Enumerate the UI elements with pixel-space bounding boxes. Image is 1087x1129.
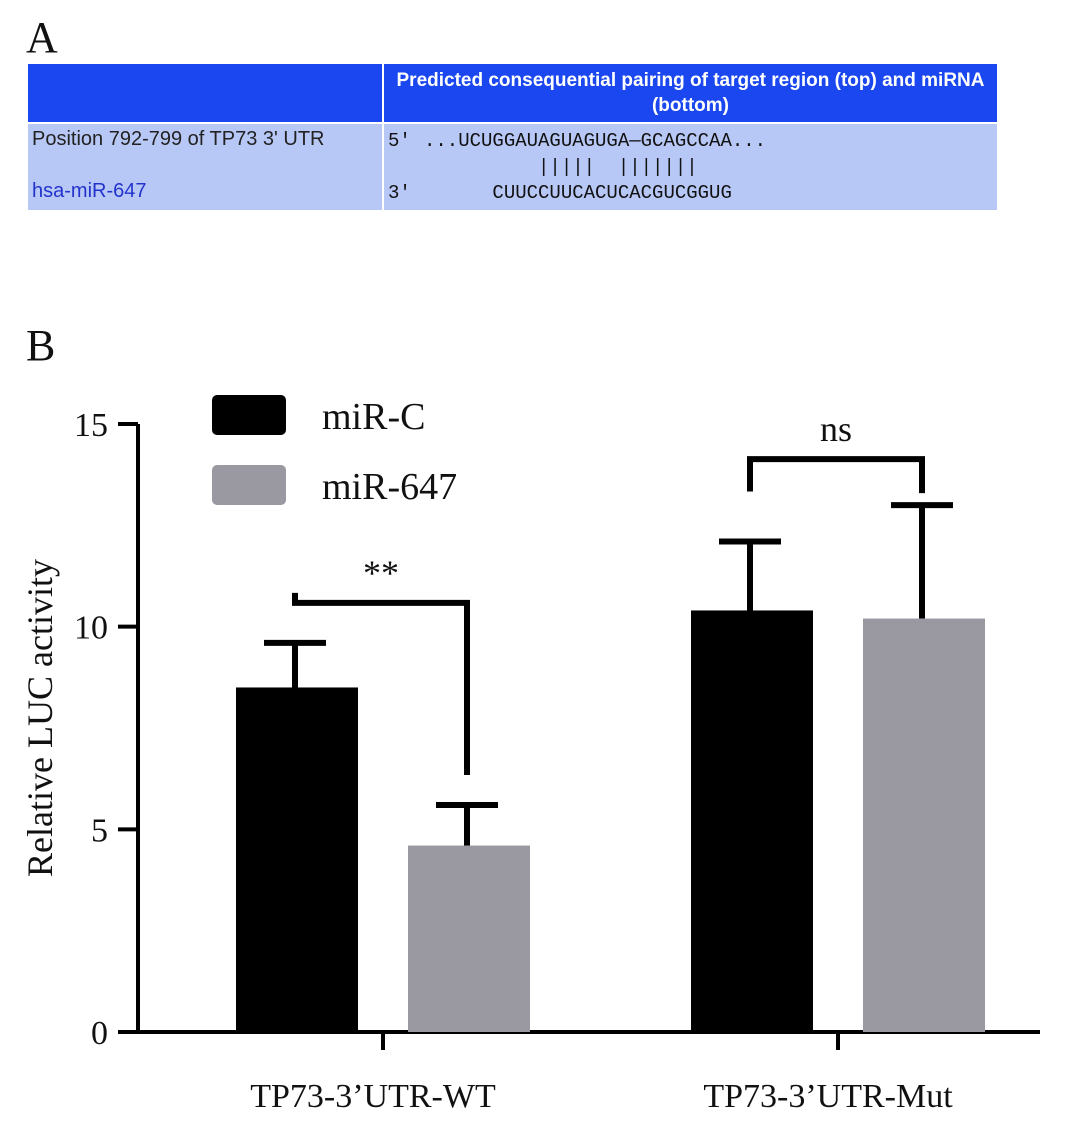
target-5prime-end: 5' [388,130,411,152]
table-row-sequences: 5' ...UCUGGAUAGUAGUGA—GCAGCCAA... ||||| … [384,124,997,210]
legend-swatch [212,465,286,505]
position-label: Position 792-799 of TP73 3' UTR [32,128,325,150]
y-tick-label: 10 [74,610,108,647]
bar [691,610,813,1032]
panel-b-letter: B [26,321,56,370]
table-header: Predicted consequential pairing of targe… [384,64,997,122]
bar [863,618,985,1032]
significance-label: ns [820,409,852,449]
table-row-labels: Position 792-799 of TP73 3' UTR hsa-miR-… [28,124,382,210]
y-tick-label: 5 [91,812,108,849]
significance-bracket [747,456,925,494]
pairing-bars: ||||| ||||||| [424,156,698,178]
target-sequence: ...UCUGGAUAGUAGUGA—GCAGCCAA... [424,130,767,152]
mirna-3prime-end: 3' [388,182,411,204]
mirna-sequence: CUUCCUUCACUCACGUCGGUG [424,182,732,204]
significance-bracket [292,592,470,776]
legend-label: miR-C [322,396,425,438]
legend-swatch [212,395,286,435]
x-tick-label: TP73-3’UTR-Mut [703,1078,953,1115]
y-axis-label: Relative LUC activity [20,559,60,877]
y-tick-label: 0 [91,1015,108,1052]
table-header-empty [28,64,382,122]
pairing-table: Predicted consequential pairing of targe… [28,64,997,210]
legend-label: miR-647 [322,466,457,508]
y-tick-label: 15 [74,407,108,444]
bar [408,845,530,1032]
bar [236,687,358,1032]
mirna-label: hsa-miR-647 [32,180,147,202]
panel-a-letter: A [26,13,58,62]
significance-label: ** [363,553,399,593]
x-tick-label: TP73-3’UTR-WT [250,1078,496,1115]
